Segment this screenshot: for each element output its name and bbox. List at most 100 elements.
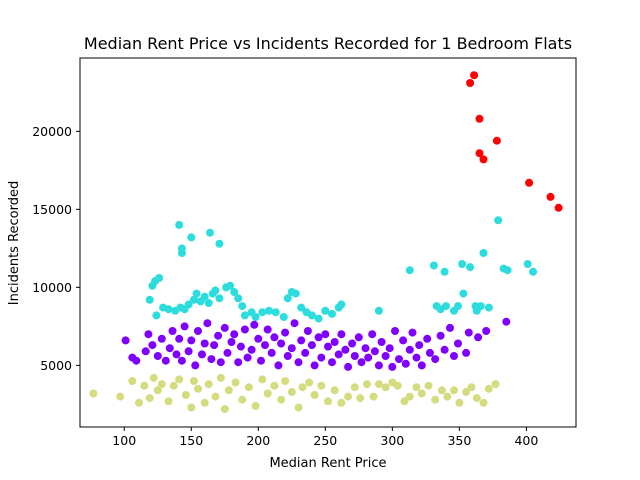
data-point	[231, 378, 240, 387]
data-point	[189, 295, 198, 304]
data-point	[369, 392, 378, 401]
data-point	[165, 344, 174, 353]
data-point	[475, 114, 484, 123]
data-point	[240, 325, 249, 334]
data-point	[479, 155, 488, 164]
data-point	[425, 348, 434, 357]
data-point	[374, 361, 383, 370]
data-point	[454, 302, 462, 311]
data-point	[470, 71, 479, 80]
data-point	[554, 203, 563, 212]
data-point	[210, 341, 219, 350]
data-point	[240, 311, 249, 320]
x-axis-label: Median Rent Price	[269, 456, 386, 471]
data-point	[189, 377, 198, 385]
data-point	[145, 295, 154, 304]
data-point	[145, 394, 154, 403]
data-point	[401, 359, 410, 368]
data-point	[399, 336, 408, 345]
data-point	[261, 341, 269, 350]
data-point	[168, 327, 177, 335]
data-point	[291, 289, 300, 298]
data-point	[220, 405, 229, 414]
data-point	[297, 303, 306, 312]
data-point	[207, 355, 216, 364]
data-point	[324, 397, 332, 406]
x-tick-label: 200	[246, 433, 270, 448]
data-point	[466, 79, 475, 87]
data-point	[462, 387, 471, 396]
data-point	[458, 260, 467, 268]
data-point	[247, 345, 256, 354]
data-point	[164, 305, 173, 314]
data-point	[281, 377, 290, 385]
data-point	[391, 327, 399, 335]
data-point	[215, 239, 224, 248]
data-point	[431, 395, 440, 404]
data-point	[274, 361, 283, 370]
data-point	[368, 330, 377, 339]
data-point	[417, 361, 426, 370]
data-point	[175, 375, 184, 384]
data-point	[226, 281, 235, 290]
data-point	[148, 341, 157, 350]
data-point	[169, 381, 178, 390]
data-point	[344, 362, 353, 371]
data-point	[466, 263, 475, 272]
data-point	[263, 389, 272, 398]
data-point	[525, 178, 534, 187]
data-point	[314, 333, 323, 342]
data-point	[200, 339, 209, 348]
y-tick-label: 15000	[32, 202, 72, 217]
data-point	[479, 249, 488, 257]
data-point	[294, 403, 303, 412]
data-point	[424, 381, 433, 390]
data-point	[321, 306, 330, 315]
data-point	[443, 392, 452, 401]
data-point	[177, 244, 186, 253]
data-point	[310, 391, 319, 399]
data-point	[238, 395, 247, 404]
data-point	[270, 381, 279, 390]
data-point	[374, 380, 383, 389]
data-point	[254, 334, 263, 343]
data-point	[350, 383, 359, 392]
data-point	[175, 334, 184, 343]
data-point	[310, 361, 319, 370]
data-point	[128, 377, 137, 385]
y-tick-label: 20000	[32, 124, 72, 139]
data-point	[364, 353, 373, 362]
data-point	[223, 348, 232, 357]
data-point	[362, 380, 371, 389]
data-point	[192, 289, 201, 298]
data-point	[330, 338, 339, 346]
data-point	[263, 325, 272, 334]
data-point	[230, 330, 239, 339]
data-point	[417, 389, 426, 398]
data-point	[116, 392, 125, 401]
data-point	[281, 328, 290, 337]
data-point	[328, 358, 336, 367]
plot-frame	[79, 57, 577, 428]
data-point	[405, 392, 414, 401]
data-point	[149, 373, 158, 382]
data-point	[216, 373, 225, 382]
data-point	[374, 306, 383, 315]
data-point	[155, 274, 164, 282]
y-tick-label: 10000	[32, 280, 72, 295]
data-point	[412, 383, 421, 392]
data-point	[194, 327, 202, 335]
data-point	[381, 352, 390, 360]
data-point	[503, 266, 512, 275]
data-point	[244, 383, 253, 392]
data-point	[243, 353, 252, 362]
data-point	[317, 353, 326, 362]
data-point	[215, 294, 224, 303]
data-point	[475, 149, 484, 158]
data-point	[442, 302, 450, 311]
data-point	[330, 386, 339, 395]
data-point	[412, 353, 421, 362]
data-point	[277, 339, 286, 348]
data-point	[472, 394, 481, 403]
